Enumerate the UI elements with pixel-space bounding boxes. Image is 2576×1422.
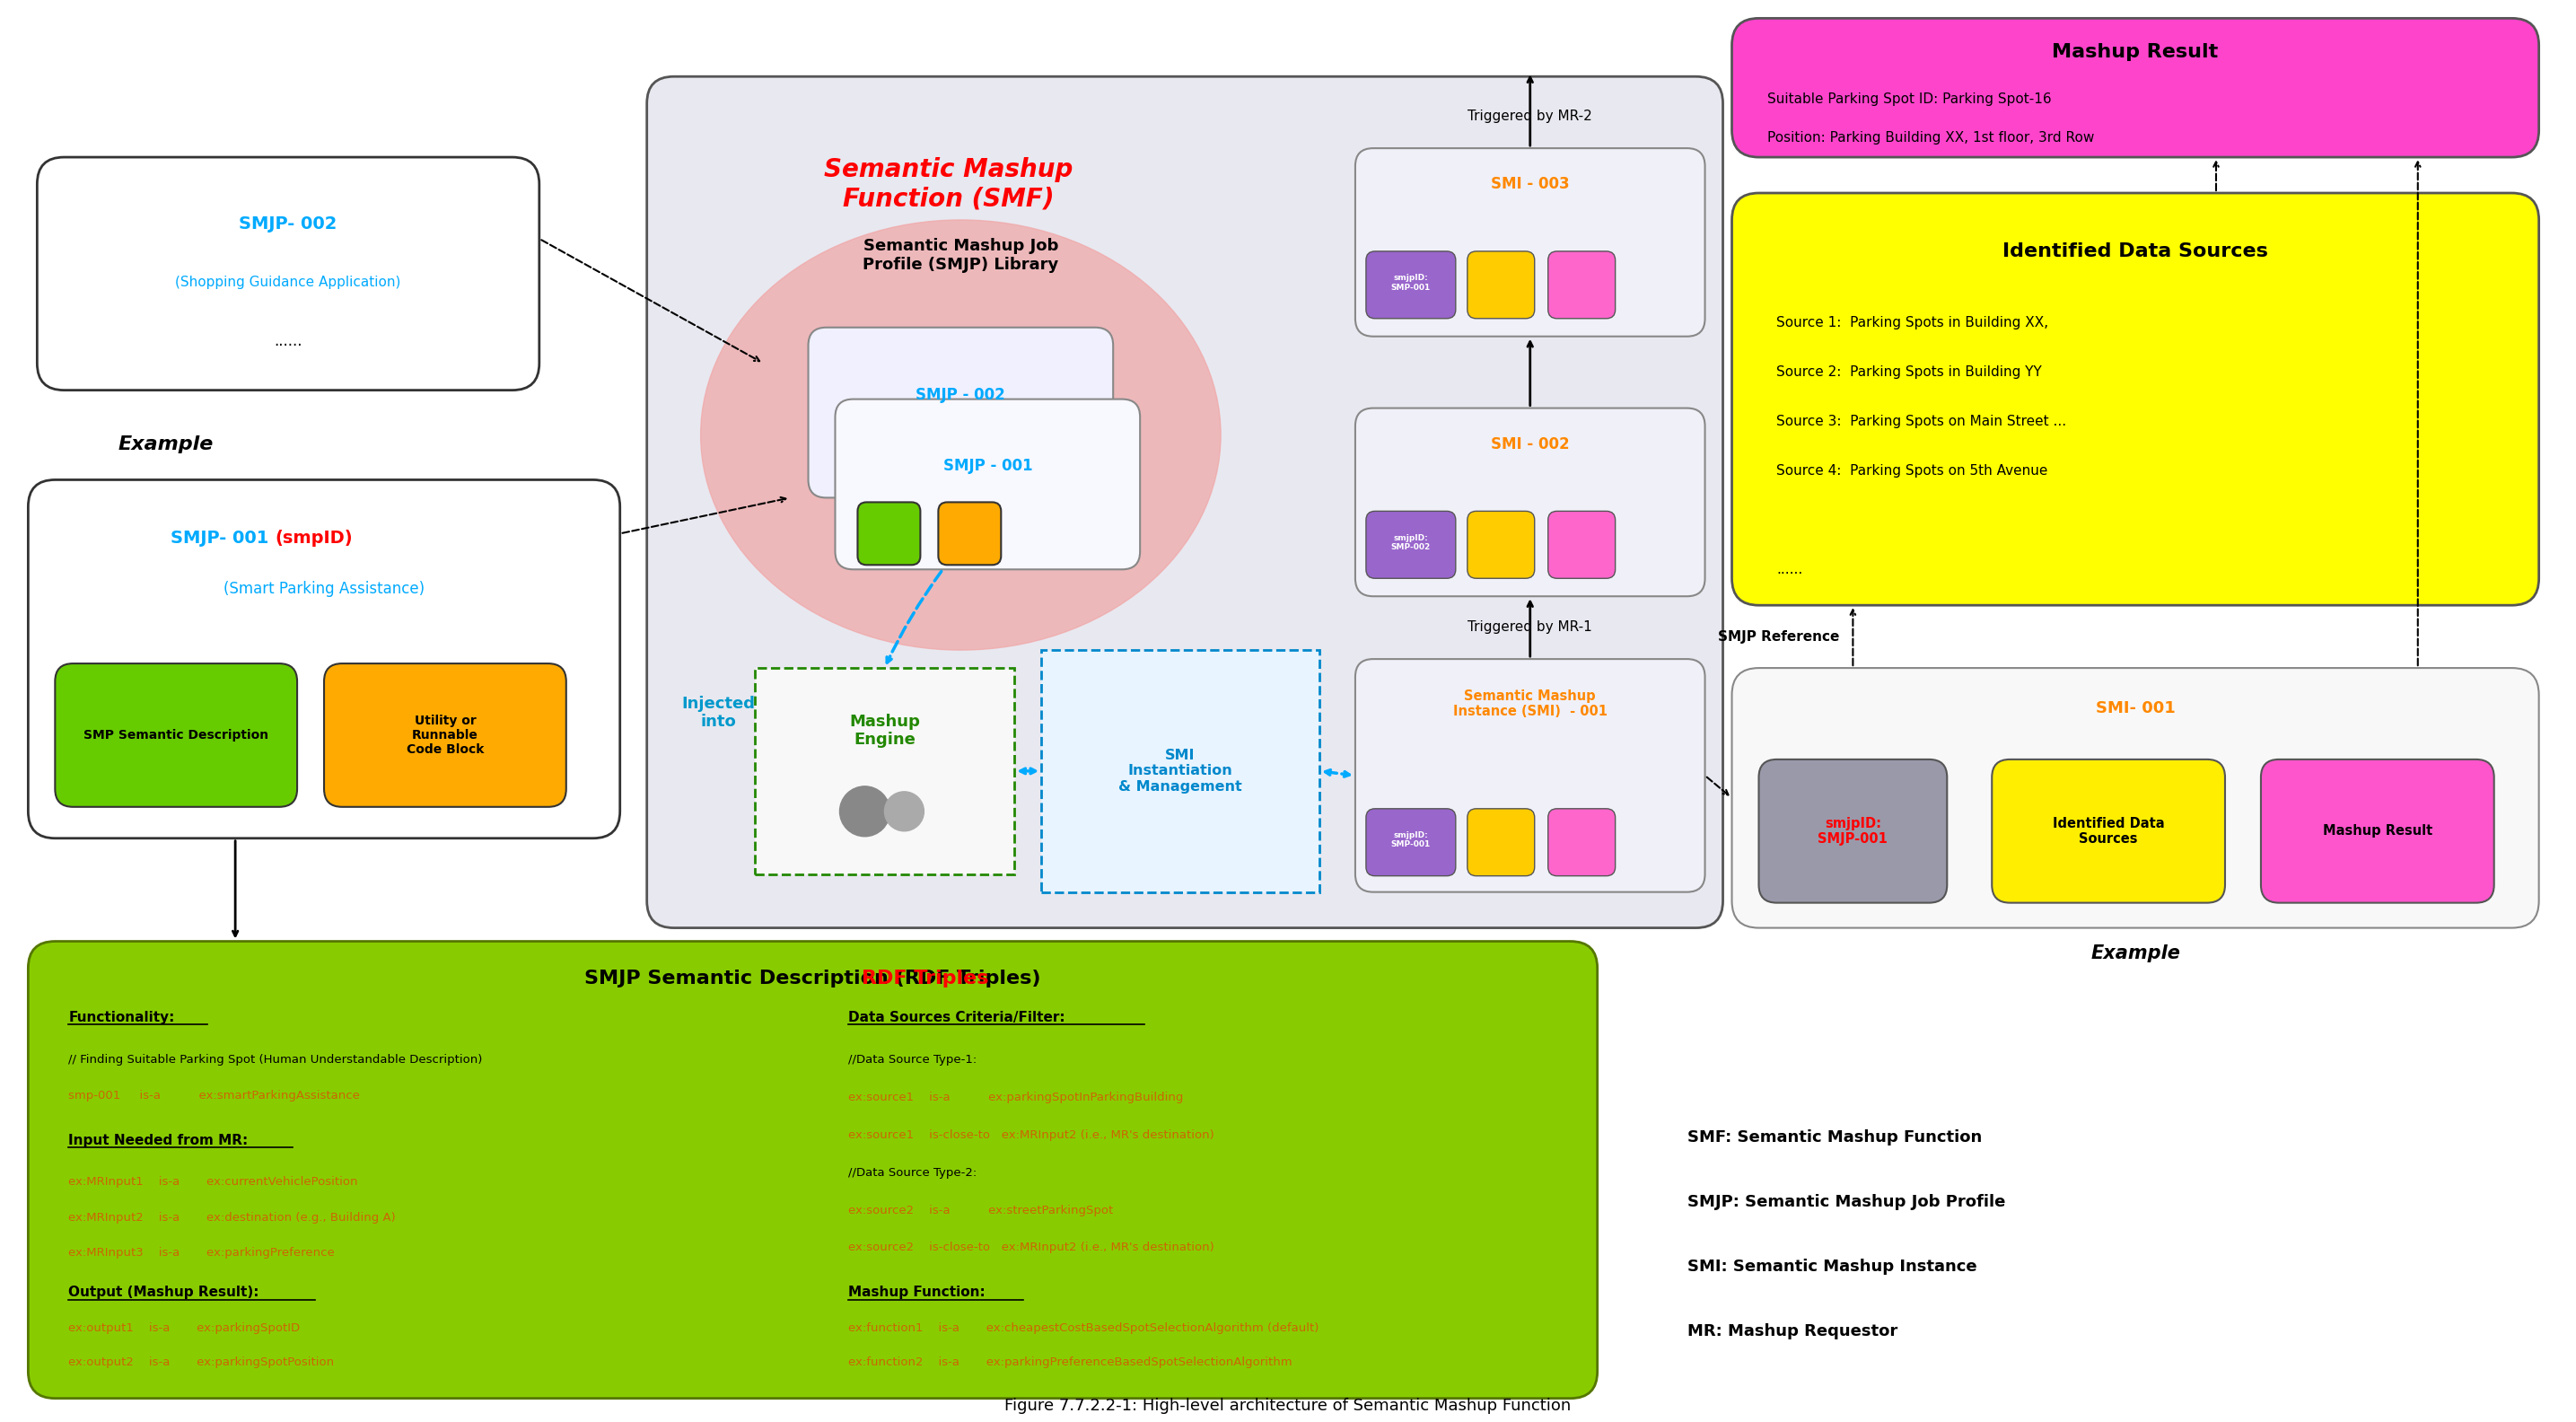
Text: ex:source2    is-a          ex:streetParkingSpot: ex:source2 is-a ex:streetParkingSpot <box>848 1204 1113 1216</box>
Text: SMJP- 002: SMJP- 002 <box>240 216 337 233</box>
Text: Source 1:  Parking Spots in Building XX,: Source 1: Parking Spots in Building XX, <box>1777 316 2048 330</box>
Text: SMJP - 001: SMJP - 001 <box>943 458 1033 475</box>
Text: SMJP- 001: SMJP- 001 <box>170 529 276 546</box>
Text: smjpID:
SMP-001: smjpID: SMP-001 <box>1391 274 1430 292</box>
Text: Identified Data Sources: Identified Data Sources <box>2002 242 2267 260</box>
FancyBboxPatch shape <box>1468 252 1535 319</box>
FancyBboxPatch shape <box>54 664 296 806</box>
FancyBboxPatch shape <box>809 327 1113 498</box>
Text: MR: Mashup Requestor: MR: Mashup Requestor <box>1687 1322 1899 1340</box>
Text: Example: Example <box>118 435 214 454</box>
Text: ex:output2    is-a       ex:parkingSpotPosition: ex:output2 is-a ex:parkingSpotPosition <box>70 1357 335 1368</box>
Text: //Data Source Type-2:: //Data Source Type-2: <box>848 1166 976 1179</box>
Text: //Data Source Type-1:: //Data Source Type-1: <box>848 1054 976 1065</box>
Text: ex:source1    is-close-to   ex:MRInput2 (i.e., MR's destination): ex:source1 is-close-to ex:MRInput2 (i.e.… <box>848 1129 1216 1140</box>
FancyBboxPatch shape <box>1991 759 2226 903</box>
Text: (Shopping Guidance Application): (Shopping Guidance Application) <box>175 276 402 289</box>
FancyBboxPatch shape <box>1548 510 1615 579</box>
Text: SMJP Reference: SMJP Reference <box>1718 630 1839 643</box>
Text: ex:function2    is-a       ex:parkingPreferenceBasedSpotSelectionAlgorithm: ex:function2 is-a ex:parkingPreferenceBa… <box>848 1357 1293 1368</box>
Text: SMF: Semantic Mashup Function: SMF: Semantic Mashup Function <box>1687 1129 1981 1146</box>
FancyBboxPatch shape <box>1365 809 1455 876</box>
Text: Semantic Mashup
Instance (SMI)  - 001: Semantic Mashup Instance (SMI) - 001 <box>1453 690 1607 718</box>
Text: Figure 7.7.2.2-1: High-level architecture of Semantic Mashup Function: Figure 7.7.2.2-1: High-level architectur… <box>1005 1398 1571 1413</box>
FancyBboxPatch shape <box>28 479 621 838</box>
FancyBboxPatch shape <box>1731 668 2540 929</box>
Text: Functionality:: Functionality: <box>70 1011 175 1024</box>
FancyBboxPatch shape <box>858 502 920 565</box>
Text: Semantic Mashup Job
Profile (SMJP) Library: Semantic Mashup Job Profile (SMJP) Libra… <box>863 239 1059 273</box>
FancyBboxPatch shape <box>1759 759 1947 903</box>
Text: ex:source2    is-close-to   ex:MRInput2 (i.e., MR's destination): ex:source2 is-close-to ex:MRInput2 (i.e.… <box>848 1241 1216 1254</box>
FancyBboxPatch shape <box>1731 193 2540 606</box>
FancyBboxPatch shape <box>835 400 1141 569</box>
Text: SMP Semantic Description: SMP Semantic Description <box>82 729 268 741</box>
FancyBboxPatch shape <box>2262 759 2494 903</box>
FancyBboxPatch shape <box>1548 809 1615 876</box>
Bar <box>1041 650 1319 892</box>
Text: SMI
Instantiation
& Management: SMI Instantiation & Management <box>1118 749 1242 793</box>
Text: Output (Mashup Result):: Output (Mashup Result): <box>70 1285 260 1300</box>
Text: Mashup Function:: Mashup Function: <box>848 1285 987 1300</box>
Text: ex:output1    is-a       ex:parkingSpotID: ex:output1 is-a ex:parkingSpotID <box>70 1322 301 1334</box>
Text: Triggered by MR-1: Triggered by MR-1 <box>1468 620 1592 634</box>
FancyBboxPatch shape <box>647 77 1723 929</box>
Text: SMI - 002: SMI - 002 <box>1492 437 1569 452</box>
FancyBboxPatch shape <box>1731 18 2540 158</box>
Text: ex:MRInput1    is-a       ex:currentVehiclePosition: ex:MRInput1 is-a ex:currentVehiclePositi… <box>70 1176 358 1187</box>
Text: Mashup
Engine: Mashup Engine <box>850 714 920 748</box>
Text: Source 3:  Parking Spots on Main Street ...: Source 3: Parking Spots on Main Street .… <box>1777 415 2066 428</box>
Text: Input Needed from MR:: Input Needed from MR: <box>70 1133 247 1148</box>
Text: SMJP - 002: SMJP - 002 <box>917 387 1005 402</box>
Text: Utility or
Runnable
Code Block: Utility or Runnable Code Block <box>407 714 484 757</box>
FancyBboxPatch shape <box>1365 252 1455 319</box>
Text: Suitable Parking Spot ID: Parking Spot-16: Suitable Parking Spot ID: Parking Spot-1… <box>1767 92 2053 105</box>
Text: Semantic Mashup
Function (SMF): Semantic Mashup Function (SMF) <box>824 156 1072 212</box>
FancyBboxPatch shape <box>1355 148 1705 337</box>
Text: Source 2:  Parking Spots in Building YY: Source 2: Parking Spots in Building YY <box>1777 365 2043 380</box>
Ellipse shape <box>701 220 1221 650</box>
Circle shape <box>840 786 889 836</box>
FancyBboxPatch shape <box>325 664 567 806</box>
Text: ex:source1    is-a          ex:parkingSpotInParkingBuilding: ex:source1 is-a ex:parkingSpotInParkingB… <box>848 1092 1185 1103</box>
Text: RDF Triples: RDF Triples <box>863 970 989 988</box>
FancyBboxPatch shape <box>1468 809 1535 876</box>
Text: ......: ...... <box>273 333 301 348</box>
FancyBboxPatch shape <box>36 158 538 390</box>
FancyBboxPatch shape <box>938 502 1002 565</box>
Text: Source 4:  Parking Spots on 5th Avenue: Source 4: Parking Spots on 5th Avenue <box>1777 464 2048 478</box>
Text: smjpID:
SMP-001: smjpID: SMP-001 <box>1391 832 1430 849</box>
FancyBboxPatch shape <box>1365 510 1455 579</box>
Text: (smpID): (smpID) <box>276 529 353 546</box>
Text: ex:MRInput3    is-a       ex:parkingPreference: ex:MRInput3 is-a ex:parkingPreference <box>70 1247 335 1258</box>
Text: SMI- 001: SMI- 001 <box>2094 700 2174 717</box>
Text: SMI: Semantic Mashup Instance: SMI: Semantic Mashup Instance <box>1687 1258 1976 1274</box>
Text: ex:function1    is-a       ex:cheapestCostBasedSpotSelectionAlgorithm (default): ex:function1 is-a ex:cheapestCostBasedSp… <box>848 1322 1319 1334</box>
Text: Data Sources Criteria/Filter:: Data Sources Criteria/Filter: <box>848 1011 1066 1024</box>
FancyBboxPatch shape <box>1468 510 1535 579</box>
Text: smjpID:
SMP-002: smjpID: SMP-002 <box>1391 533 1430 552</box>
Text: ......: ...... <box>1777 563 1803 576</box>
Text: (Smart Parking Assistance): (Smart Parking Assistance) <box>224 582 425 597</box>
Circle shape <box>884 792 925 830</box>
FancyBboxPatch shape <box>1355 658 1705 892</box>
Text: SMI - 003: SMI - 003 <box>1492 176 1569 192</box>
Text: Position: Parking Building XX, 1st floor, 3rd Row: Position: Parking Building XX, 1st floor… <box>1767 131 2094 144</box>
Text: // Finding Suitable Parking Spot (Human Understandable Description): // Finding Suitable Parking Spot (Human … <box>70 1054 482 1065</box>
Bar <box>755 668 1015 875</box>
Text: smjpID:
SMJP-001: smjpID: SMJP-001 <box>1819 816 1888 846</box>
Text: Mashup Result: Mashup Result <box>2053 43 2218 61</box>
FancyBboxPatch shape <box>28 941 1597 1398</box>
Text: ex:MRInput2    is-a       ex:destination (e.g., Building A): ex:MRInput2 is-a ex:destination (e.g., B… <box>70 1212 397 1223</box>
Text: Mashup Result: Mashup Result <box>2324 825 2432 838</box>
FancyBboxPatch shape <box>1548 252 1615 319</box>
FancyBboxPatch shape <box>1355 408 1705 596</box>
Text: smp-001     is-a          ex:smartParkingAssistance: smp-001 is-a ex:smartParkingAssistance <box>70 1089 361 1101</box>
Text: Injected
into: Injected into <box>683 695 755 731</box>
Text: Identified Data
Sources: Identified Data Sources <box>2053 816 2164 846</box>
Text: SMJP: Semantic Mashup Job Profile: SMJP: Semantic Mashup Job Profile <box>1687 1194 2004 1210</box>
Text: SMJP Semantic Description (RDF Triples): SMJP Semantic Description (RDF Triples) <box>585 970 1041 988</box>
Text: Triggered by MR-2: Triggered by MR-2 <box>1468 109 1592 124</box>
Text: Example: Example <box>2092 944 2179 961</box>
